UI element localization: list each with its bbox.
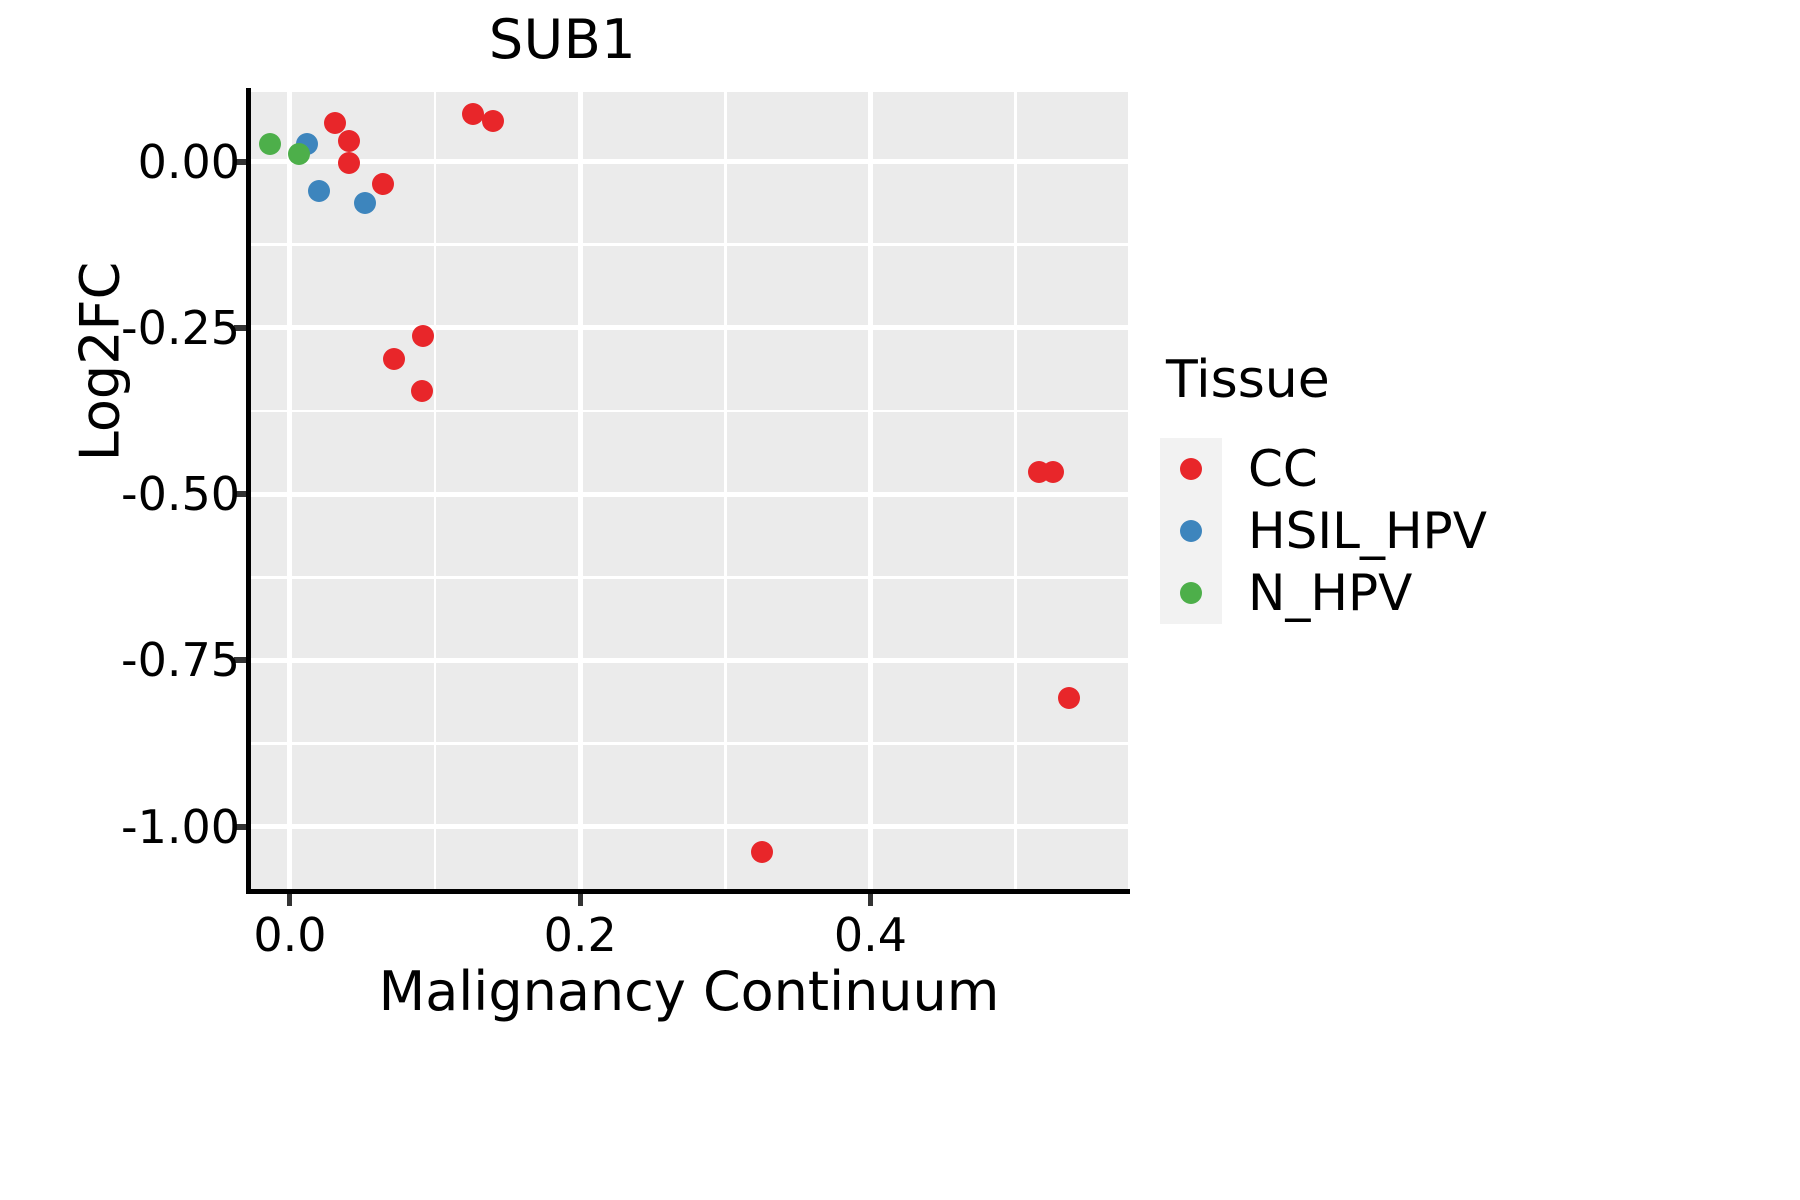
y-tick-label: -0.50 — [120, 467, 240, 522]
gridline-minor-vertical — [724, 92, 727, 890]
page-title: SUB1 — [488, 8, 637, 71]
legend-dot-icon — [1180, 582, 1202, 604]
gridline-minor-horizontal — [250, 576, 1128, 579]
gridline-major-horizontal — [250, 325, 1128, 331]
y-tick-label: 0.00 — [137, 134, 240, 189]
y-tick-mark — [234, 491, 246, 498]
data-point-cc — [482, 109, 505, 132]
gridline-minor-vertical — [433, 92, 437, 890]
gridline-major-horizontal — [250, 824, 1128, 830]
data-point-cc — [1042, 460, 1065, 483]
data-point-cc — [338, 151, 361, 174]
legend-key-swatch — [1160, 562, 1222, 624]
data-point-cc — [461, 102, 484, 125]
x-tick-mark — [577, 894, 583, 906]
data-point-cc — [371, 173, 394, 196]
legend-label: HSIL_HPV — [1248, 502, 1487, 560]
data-point-n_hpv — [287, 142, 310, 165]
gridline-minor-vertical — [1014, 92, 1017, 890]
data-point-cc — [323, 111, 346, 134]
x-tick-mark — [287, 894, 293, 906]
data-point-cc — [1058, 686, 1081, 709]
gridline-minor-horizontal — [250, 243, 1128, 246]
gridline-major-vertical — [867, 92, 873, 890]
legend-label: CC — [1248, 440, 1318, 498]
y-axis-title: Log2FC — [68, 261, 132, 462]
data-point-hsil_hpv — [354, 192, 377, 215]
gridline-major-vertical — [287, 92, 293, 890]
data-point-cc — [383, 348, 406, 371]
gridline-major-horizontal — [250, 159, 1128, 165]
legend-entry-hsil_hpv[interactable]: HSIL_HPV — [1160, 500, 1487, 562]
data-point-cc — [412, 324, 435, 347]
gridline-major-vertical — [577, 92, 583, 890]
x-tick-label: 0.4 — [833, 908, 907, 962]
legend-entries: CC HSIL_HPV N_HPV — [1160, 438, 1487, 624]
legend-entry-n_hpv[interactable]: N_HPV — [1160, 562, 1487, 624]
gridline-major-horizontal — [250, 491, 1128, 497]
gridline-minor-horizontal — [250, 409, 1128, 413]
x-tick-label: 0.0 — [253, 908, 327, 962]
legend-title: Tissue — [1166, 350, 1330, 410]
legend-key-swatch — [1160, 438, 1222, 500]
y-tick-mark — [234, 324, 246, 331]
y-tick-label: -1.00 — [120, 799, 240, 854]
legend-entry-cc[interactable]: CC — [1160, 438, 1487, 500]
x-tick-label: 0.2 — [543, 908, 617, 962]
y-tick-mark — [234, 657, 246, 664]
y-tick-label: -0.25 — [120, 300, 240, 355]
gridline-minor-horizontal — [250, 742, 1128, 745]
x-tick-mark — [867, 894, 873, 906]
legend: Tissue CC HSIL_HPV N_HPV — [1160, 350, 1487, 624]
x-axis-line — [246, 889, 1130, 894]
plot-panel — [250, 92, 1128, 890]
y-tick-mark — [234, 158, 246, 165]
data-point-cc — [338, 129, 361, 152]
legend-key-swatch — [1160, 500, 1222, 562]
y-tick-label: -0.75 — [120, 633, 240, 688]
data-point-cc — [410, 380, 433, 403]
y-tick-mark — [234, 823, 246, 830]
data-point-hsil_hpv — [307, 180, 330, 203]
legend-label: N_HPV — [1248, 564, 1413, 622]
data-point-n_hpv — [258, 132, 281, 155]
y-axis-line — [246, 88, 251, 894]
legend-dot-icon — [1180, 520, 1202, 542]
x-axis-title: Malignancy Continuum — [378, 960, 1000, 1023]
legend-dot-icon — [1180, 458, 1202, 480]
gridline-major-horizontal — [250, 657, 1128, 663]
data-point-cc — [750, 841, 773, 864]
